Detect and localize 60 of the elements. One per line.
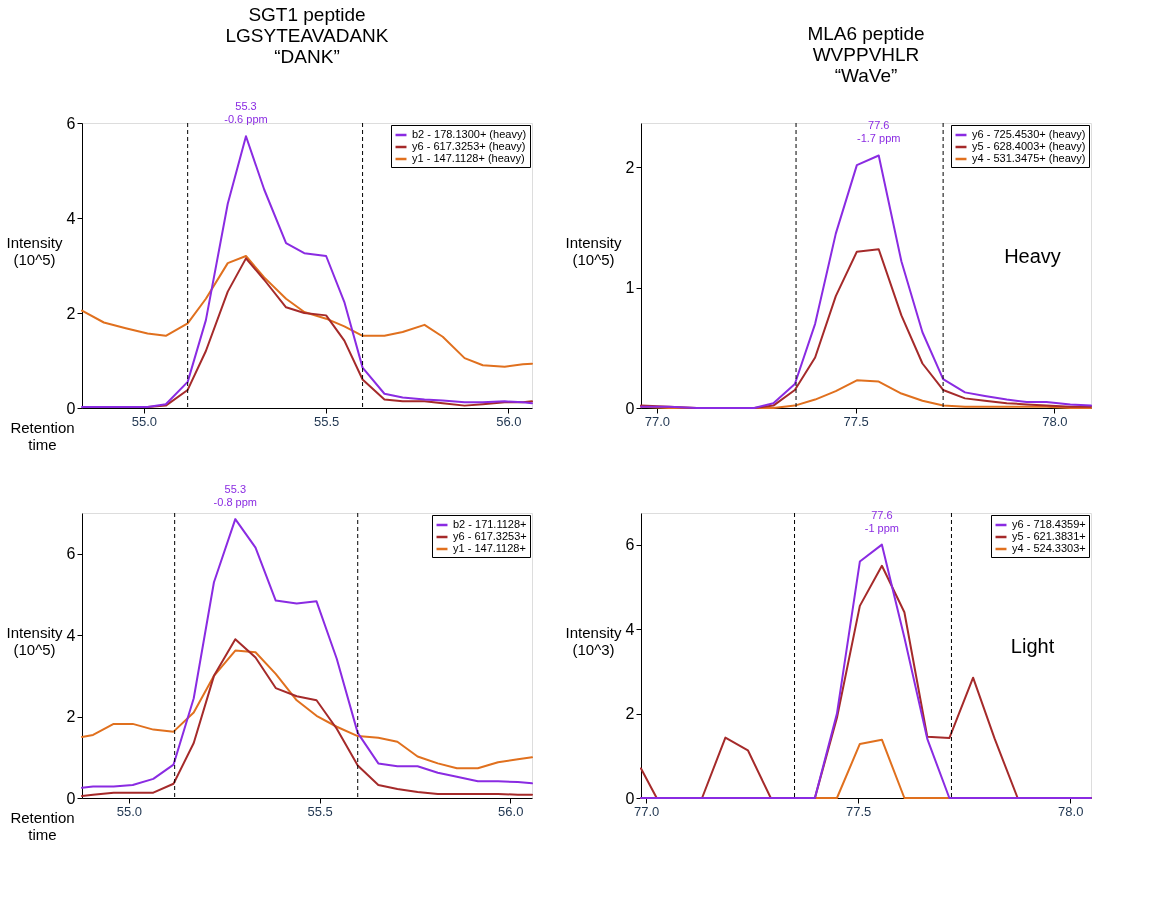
y-tick-label: 0 [66,789,76,807]
legend-label: y1 - 147.1128+ (heavy) [412,152,525,164]
y-tick-label: 2 [66,304,76,322]
y-axis-title: Intensity (10^3) [565,624,622,659]
y-tick-label: 6 [66,114,76,132]
y-tick-label: 2 [625,705,635,723]
x-tick-label: 55.0 [131,413,158,429]
annotation: 77.6 -1.7 ppm [857,119,901,145]
legend-label: y5 - 628.4003+ (heavy) [972,140,1086,152]
y-axis-title: Intensity (10^5) [565,234,622,269]
legend-label: y6 - 617.3253+ [453,530,527,542]
y-tick-label: 6 [625,536,635,554]
legend-label: y4 - 524.3303+ [1012,542,1086,554]
y-axis-title: Intensity (10^5) [6,234,63,269]
text: MLA6 peptide [807,23,925,45]
legend-label: y4 - 531.3475+ (heavy) [972,152,1086,164]
line-series [81,649,533,770]
x-tick-label: 78.0 [1058,803,1084,819]
x-axis-title: Retention time [10,418,75,453]
x-tick-label: 77.0 [633,803,660,819]
x-tick-label: 55.5 [313,413,340,429]
annotation: Light [1010,634,1055,657]
annotation: 55.3 -0.8 ppm [213,483,258,509]
y-tick-label: 2 [625,158,635,176]
text: “DANK” [274,46,340,68]
legend-label: b2 - 178.1300+ (heavy) [412,128,527,140]
y-axis-title: Intensity (10^5) [6,624,63,659]
y-tick-label: 6 [66,545,76,563]
x-tick-label: 78.0 [1042,413,1068,429]
y-tick-label: 0 [625,399,635,417]
legend-label: y6 - 617.3253+ (heavy) [412,140,526,152]
x-tick-label: 56.0 [496,413,522,429]
line-series [81,518,533,789]
legend-label: y1 - 147.1128+ [453,542,526,554]
y-tick-label: 1 [625,279,635,297]
text: SGT1 peptide [248,4,366,26]
annotation: 77.6 -1 ppm [864,508,900,534]
line-series [81,255,533,368]
y-tick-label: 2 [66,708,76,726]
y-tick-label: 0 [625,789,635,807]
legend-label: b2 - 171.1128+ [453,518,527,530]
annotation: 55.3 -0.6 ppm [224,100,268,126]
x-tick-label: 55.5 [307,803,333,819]
text: WVPPVHLR [812,44,920,66]
legend-label: y6 - 725.4530+ (heavy) [972,128,1086,140]
y-tick-label: 4 [625,620,635,638]
legend-label: y5 - 621.3831+ [1012,530,1086,542]
annotation: Heavy [1004,244,1061,267]
x-tick-label: 77.5 [846,803,872,819]
y-tick-label: 4 [66,626,76,644]
y-tick-label: 0 [66,399,76,417]
x-axis-title: Retention time [10,808,75,843]
legend-label: y6 - 718.4359+ [1012,518,1086,530]
text: LGSYTEAVADANK [225,25,389,47]
x-tick-label: 55.0 [116,803,143,819]
y-tick-label: 4 [66,209,76,227]
x-tick-label: 77.5 [843,413,869,429]
text: “WaVe” [834,65,898,87]
x-tick-label: 77.0 [644,413,671,429]
x-tick-label: 56.0 [498,803,524,819]
